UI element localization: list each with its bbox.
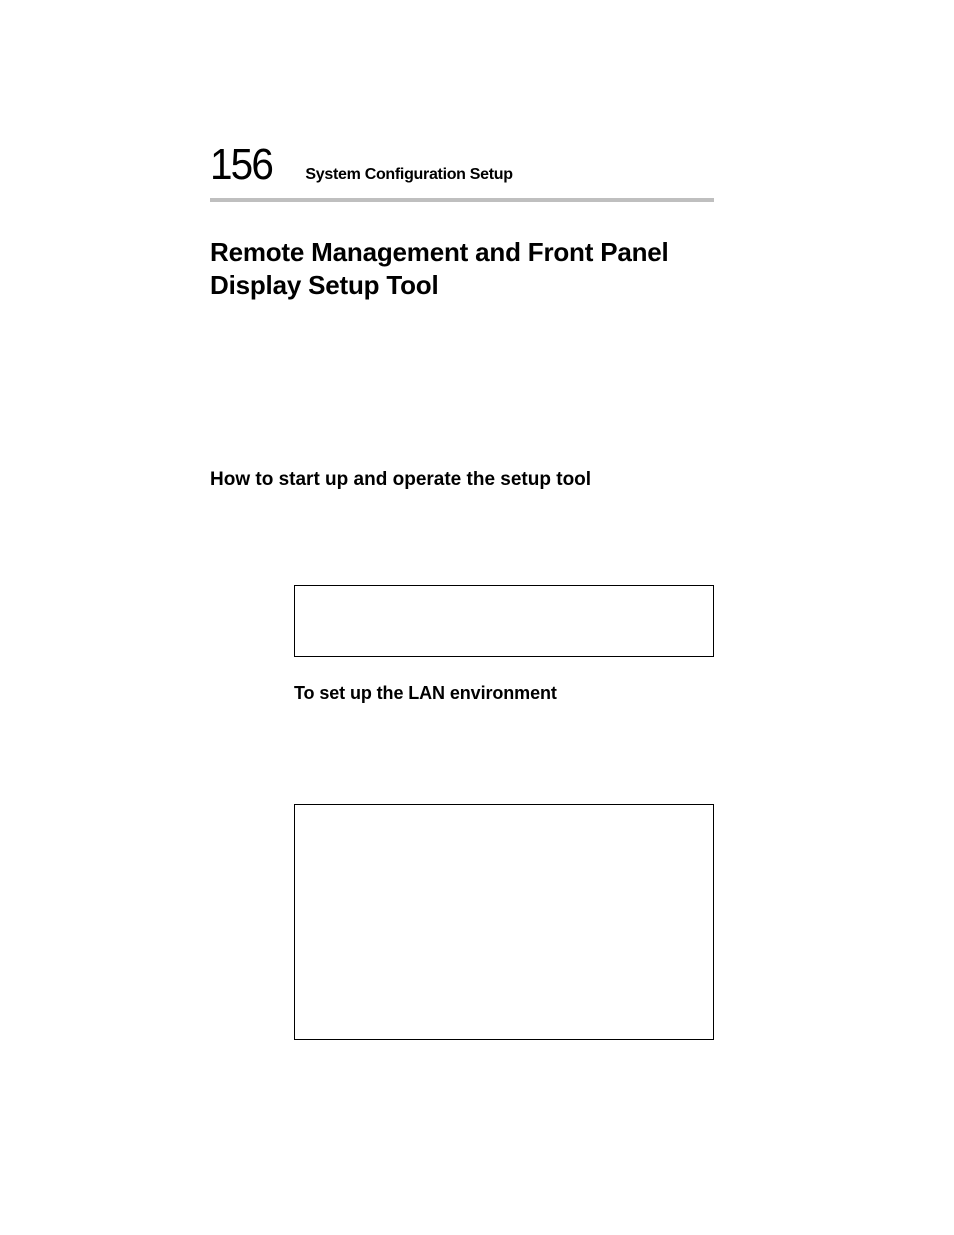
section-title: Remote Management and Front Panel Displa… [210,236,714,301]
indented-content: To set up the LAN environment [294,585,714,1040]
subsection-title: How to start up and operate the setup to… [210,469,714,491]
running-head: System Configuration Setup [305,166,512,184]
subheading: To set up the LAN environment [294,683,714,704]
figure-placeholder-small [294,585,714,657]
header-rule [210,198,714,202]
page-number: 156 [210,140,272,190]
figure-placeholder-large [294,804,714,1040]
document-page: 156 System Configuration Setup Remote Ma… [0,0,954,1235]
page-header: 156 System Configuration Setup [210,140,714,190]
